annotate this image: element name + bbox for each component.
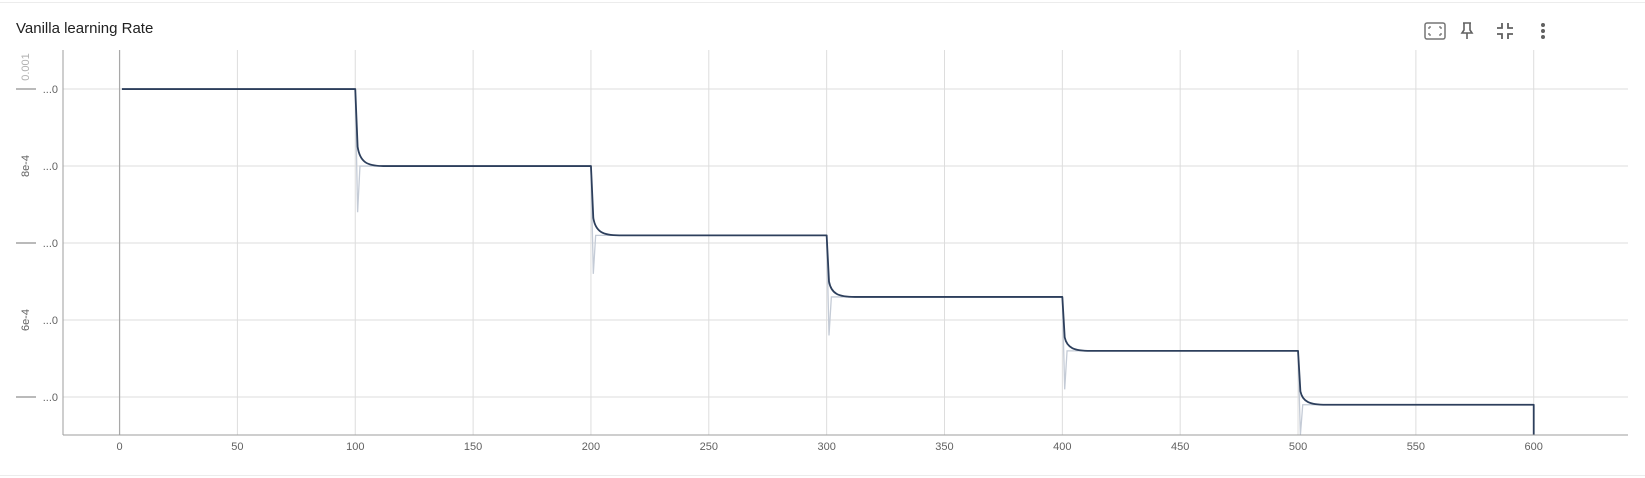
more-options-button[interactable]: [1531, 19, 1555, 43]
smoothed-series: [121, 88, 1535, 435]
x-tick-label: 50: [231, 441, 243, 453]
y-axis-ticks: ...0 ...0 8e-4 ...0 ...0 6e-4 ...0 0.001: [16, 53, 58, 404]
y-tick-label: ...0: [43, 315, 58, 327]
fit-domain-button[interactable]: [1423, 19, 1447, 43]
fit-domain-icon: [1424, 22, 1446, 40]
y-top-label: 0.001: [20, 53, 32, 81]
y-side-label: 6e-4: [20, 309, 32, 331]
y-tick-label: ...0: [43, 238, 58, 250]
pin-icon: [1460, 22, 1474, 39]
more-vert-icon: [1541, 23, 1545, 39]
x-tick-label: 300: [817, 441, 835, 453]
y-tick-label: ...0: [43, 84, 58, 96]
chart-title: Vanilla learning Rate: [16, 20, 154, 37]
grid: [63, 50, 1628, 435]
x-tick-label: 350: [935, 441, 953, 453]
x-tick-label: 550: [1407, 441, 1425, 453]
pin-button[interactable]: [1455, 19, 1479, 43]
x-axis-ticks: 0 50 100 150 200 250 300 350 400 450 500 550 600: [117, 441, 1543, 453]
x-tick-label: 200: [582, 441, 600, 453]
y-tick-label: ...0: [43, 392, 58, 404]
axes: [62, 50, 1628, 436]
x-tick-label: 100: [346, 441, 364, 453]
y-side-label: 8e-4: [20, 155, 32, 177]
smoothed-line: [121, 88, 1535, 435]
x-tick-label: 250: [700, 441, 718, 453]
x-tick-label: 0: [117, 441, 123, 453]
x-tick-label: 150: [464, 441, 482, 453]
x-tick-label: 600: [1525, 441, 1543, 453]
x-tick-label: 450: [1171, 441, 1189, 453]
x-tick-label: 400: [1053, 441, 1071, 453]
collapse-icon: [1497, 23, 1513, 39]
collapse-button[interactable]: [1493, 19, 1517, 43]
x-tick-label: 500: [1289, 441, 1307, 453]
y-tick-label: ...0: [43, 161, 58, 173]
